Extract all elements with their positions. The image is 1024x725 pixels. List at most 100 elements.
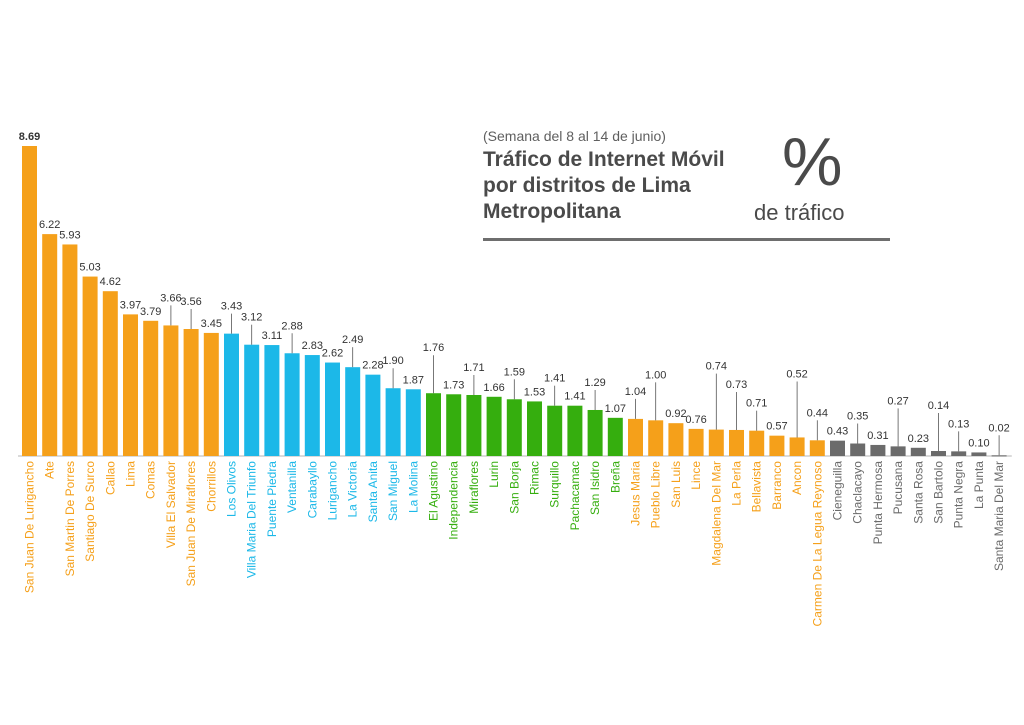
- value-label: 0.02: [988, 422, 1009, 434]
- bar: [648, 420, 664, 456]
- category-label: Surquillo: [548, 461, 562, 508]
- value-label: 0.76: [685, 414, 706, 426]
- bar: [870, 444, 886, 456]
- bar: [466, 394, 482, 456]
- category-label: Punta Hermosa: [871, 461, 885, 545]
- bar: [264, 345, 280, 456]
- value-label: 1.90: [382, 355, 403, 367]
- category-label: San Luis: [669, 461, 683, 508]
- bar: [345, 367, 361, 456]
- bar: [991, 455, 1007, 457]
- bar: [910, 447, 926, 456]
- category-label: Carmen De La Legua Reynoso: [810, 461, 824, 627]
- bar: [607, 417, 623, 456]
- value-label: 1.73: [443, 379, 464, 391]
- bar: [628, 418, 643, 456]
- category-label: San Martin De Porres: [63, 461, 77, 576]
- bar: [62, 244, 78, 456]
- category-label: Ate: [43, 461, 57, 479]
- value-label: 0.35: [847, 411, 868, 423]
- category-label: San Borja: [507, 461, 521, 514]
- category-label: Callao: [103, 461, 117, 495]
- bar: [809, 440, 825, 456]
- bar: [506, 399, 522, 456]
- bar: [143, 320, 159, 456]
- value-label: 2.88: [281, 320, 302, 332]
- category-label: La Punta: [972, 461, 986, 509]
- bar: [244, 344, 260, 456]
- chart-title: Tráfico de Internet Móvil por distritos …: [483, 148, 725, 223]
- bar: [163, 325, 179, 456]
- bar: [688, 428, 704, 456]
- category-label: Ancon: [790, 461, 804, 495]
- value-label: 0.31: [867, 430, 888, 442]
- value-label: 0.92: [665, 408, 686, 420]
- value-label: 3.12: [241, 312, 262, 324]
- value-label: 0.13: [948, 418, 969, 430]
- bar: [527, 401, 542, 456]
- category-label: Ventanilla: [285, 461, 299, 513]
- category-label: Villa El Salvador: [164, 461, 178, 548]
- bar: [304, 355, 320, 456]
- category-label: Villa Maria Del Triunfo: [245, 461, 259, 578]
- value-label: 1.87: [403, 374, 424, 386]
- value-label: 1.59: [504, 366, 525, 378]
- category-label: Santa Rosa: [911, 461, 925, 524]
- bar: [850, 443, 866, 456]
- category-label: Puente Piedra: [265, 461, 279, 537]
- value-label: 5.03: [79, 262, 100, 274]
- category-label: Carabayllo: [305, 461, 319, 519]
- bar: [567, 405, 583, 456]
- value-label: 0.27: [887, 395, 908, 407]
- bar: [587, 409, 603, 456]
- value-label: 3.66: [160, 292, 181, 304]
- category-label: Bellavista: [750, 461, 764, 513]
- category-label: Independencia: [447, 461, 461, 540]
- bar: [82, 276, 98, 456]
- percent-symbol: %: [782, 124, 843, 200]
- value-label: 5.93: [59, 229, 80, 241]
- category-label: Magdalena Del Mar: [709, 461, 723, 566]
- bar: [971, 452, 987, 456]
- category-label: Chorrillos: [204, 461, 218, 512]
- chart-header: (Semana del 8 al 14 de junio) Tráfico de…: [483, 128, 903, 225]
- category-label: Chaclacayo: [851, 461, 865, 524]
- category-label: Lince: [689, 461, 703, 490]
- bar: [385, 388, 401, 456]
- chart-subtitle: (Semana del 8 al 14 de junio): [483, 128, 666, 144]
- category-label: San Juan De Lurigancho: [23, 461, 37, 593]
- category-label: Jesus Maria: [629, 461, 643, 526]
- value-label: 0.23: [908, 433, 929, 445]
- value-label: 3.11: [262, 330, 283, 342]
- value-label: 0.74: [706, 361, 727, 373]
- value-label: 3.97: [120, 299, 141, 311]
- value-label: 1.53: [524, 386, 545, 398]
- category-label: Santa Maria Del Mar: [992, 461, 1006, 571]
- category-label: Breña: [608, 461, 622, 493]
- category-label: La Perla: [730, 461, 744, 506]
- bar: [42, 234, 58, 456]
- bar: [446, 394, 462, 456]
- bar: [203, 332, 219, 456]
- value-label: 3.43: [221, 301, 242, 313]
- category-label: Los Olivos: [225, 461, 239, 517]
- value-label: 1.41: [544, 373, 565, 385]
- bar: [405, 389, 421, 456]
- bar: [426, 393, 441, 456]
- bar: [708, 429, 724, 456]
- value-label: 4.62: [100, 276, 121, 288]
- value-label: 1.66: [483, 382, 504, 394]
- value-label: 3.79: [140, 306, 161, 318]
- value-label: 1.29: [584, 377, 605, 389]
- category-label: La Molina: [406, 461, 420, 513]
- category-label: San Isidro: [588, 461, 602, 515]
- category-label: El Agustino: [427, 461, 441, 521]
- value-label: 3.56: [180, 296, 201, 308]
- unit-label: de tráfico: [754, 200, 845, 225]
- bar: [890, 446, 906, 456]
- bar: [284, 353, 300, 456]
- value-label: 2.28: [362, 360, 383, 372]
- bar: [365, 374, 381, 456]
- value-label: 8.69: [19, 131, 40, 143]
